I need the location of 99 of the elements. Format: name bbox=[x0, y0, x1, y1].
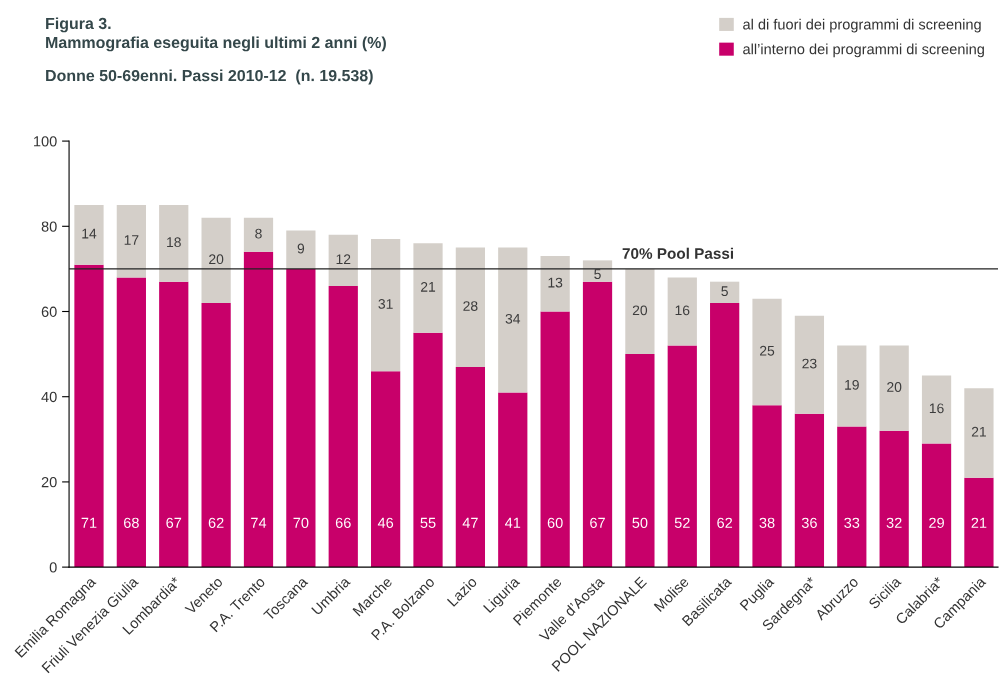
data-label: 55 bbox=[420, 517, 436, 528]
bar bbox=[964, 388, 994, 478]
data-label: 60 bbox=[547, 517, 563, 528]
data-label: 16 bbox=[675, 305, 690, 316]
bar bbox=[879, 345, 909, 431]
data-label: 33 bbox=[844, 517, 860, 528]
data-label: 62 bbox=[717, 517, 733, 528]
bar bbox=[794, 315, 825, 414]
data-label: 19 bbox=[845, 379, 859, 390]
y-tick-label: 0 bbox=[49, 562, 57, 573]
data-label: 67 bbox=[590, 517, 605, 528]
bar bbox=[159, 281, 189, 568]
bar bbox=[116, 204, 146, 278]
data-label: 66 bbox=[335, 517, 351, 528]
bar bbox=[964, 477, 994, 568]
bar bbox=[879, 430, 909, 568]
bar bbox=[837, 426, 867, 568]
data-label: 23 bbox=[802, 358, 817, 369]
bar bbox=[540, 311, 570, 568]
y-tick-label: 60 bbox=[41, 306, 57, 317]
bar bbox=[286, 230, 316, 269]
chart-subtitle: Donne 50-69enni. Passi 2010-12 (n. 19.538) bbox=[46, 69, 373, 85]
bar bbox=[413, 332, 443, 568]
bar bbox=[498, 392, 528, 568]
data-label: 21 bbox=[971, 426, 986, 437]
data-label: 28 bbox=[463, 301, 478, 311]
bar bbox=[328, 234, 358, 286]
bar bbox=[582, 281, 613, 568]
bar bbox=[667, 277, 697, 346]
bar bbox=[455, 247, 486, 367]
data-label: 18 bbox=[167, 237, 181, 248]
data-label: 29 bbox=[929, 517, 944, 528]
y-tick-label: 20 bbox=[41, 477, 57, 488]
data-label: 68 bbox=[124, 517, 139, 528]
data-label: 38 bbox=[759, 517, 775, 528]
bar bbox=[116, 277, 146, 568]
chart-title: Figura 3. Mammografia eseguita negli ultimi 2 anni (%) bbox=[46, 17, 386, 52]
bar bbox=[540, 256, 570, 312]
bar bbox=[752, 405, 782, 568]
bar bbox=[413, 243, 443, 333]
y-tick-label: 100 bbox=[34, 136, 57, 147]
bar bbox=[582, 260, 613, 282]
data-label: 16 bbox=[929, 403, 944, 414]
bar bbox=[74, 264, 104, 568]
data-label: 67 bbox=[166, 517, 182, 528]
bar bbox=[625, 354, 655, 568]
bar bbox=[667, 345, 697, 568]
bar bbox=[752, 298, 782, 406]
y-tick-label: 80 bbox=[41, 221, 57, 232]
bar bbox=[201, 302, 231, 568]
data-label: 41 bbox=[504, 517, 521, 528]
data-label: 31 bbox=[378, 299, 393, 309]
data-label: 32 bbox=[886, 517, 902, 528]
bar bbox=[455, 366, 486, 568]
data-label: 62 bbox=[208, 517, 224, 528]
bar bbox=[625, 268, 655, 355]
bar bbox=[243, 217, 274, 252]
data-label: 20 bbox=[209, 254, 224, 265]
data-label: 8 bbox=[255, 228, 262, 239]
bar bbox=[286, 268, 316, 568]
data-label: 36 bbox=[801, 517, 817, 528]
data-label: 17 bbox=[124, 235, 139, 245]
y-tick-label: 40 bbox=[41, 391, 57, 403]
data-label: 13 bbox=[548, 277, 563, 288]
bar bbox=[710, 281, 740, 303]
data-label: 74 bbox=[251, 517, 267, 528]
data-label: 14 bbox=[82, 228, 97, 239]
data-label: 25 bbox=[760, 345, 775, 356]
bar bbox=[201, 217, 231, 303]
data-label: 46 bbox=[377, 517, 394, 528]
data-label: 52 bbox=[674, 517, 690, 528]
data-label: 21 bbox=[971, 517, 987, 528]
legend-label: al di fuori dei programmi di screening bbox=[743, 18, 981, 33]
bar bbox=[328, 285, 358, 568]
ref-line-label: 70% Pool Passi bbox=[622, 247, 734, 259]
bar bbox=[794, 413, 825, 568]
bar bbox=[371, 371, 401, 568]
bar bbox=[921, 443, 952, 568]
data-label: 71 bbox=[81, 517, 97, 528]
bar bbox=[371, 239, 401, 372]
bar bbox=[498, 247, 528, 393]
data-label: 5 bbox=[721, 286, 728, 297]
bar bbox=[710, 302, 740, 568]
bar bbox=[243, 251, 274, 568]
bar bbox=[921, 375, 952, 444]
data-label: 5 bbox=[594, 269, 601, 280]
data-label: 21 bbox=[420, 281, 436, 292]
bar bbox=[74, 204, 104, 265]
data-label: 20 bbox=[887, 382, 902, 392]
data-label: 70 bbox=[293, 517, 309, 528]
bar bbox=[837, 345, 867, 427]
data-label: 20 bbox=[632, 305, 648, 316]
data-label: 9 bbox=[297, 243, 305, 254]
legend-label: all’interno dei programmi di screening bbox=[743, 43, 984, 58]
data-label: 47 bbox=[462, 517, 478, 528]
bar bbox=[159, 204, 189, 282]
data-label: 34 bbox=[505, 313, 521, 324]
data-label: 12 bbox=[336, 254, 351, 264]
data-label: 50 bbox=[632, 517, 648, 528]
